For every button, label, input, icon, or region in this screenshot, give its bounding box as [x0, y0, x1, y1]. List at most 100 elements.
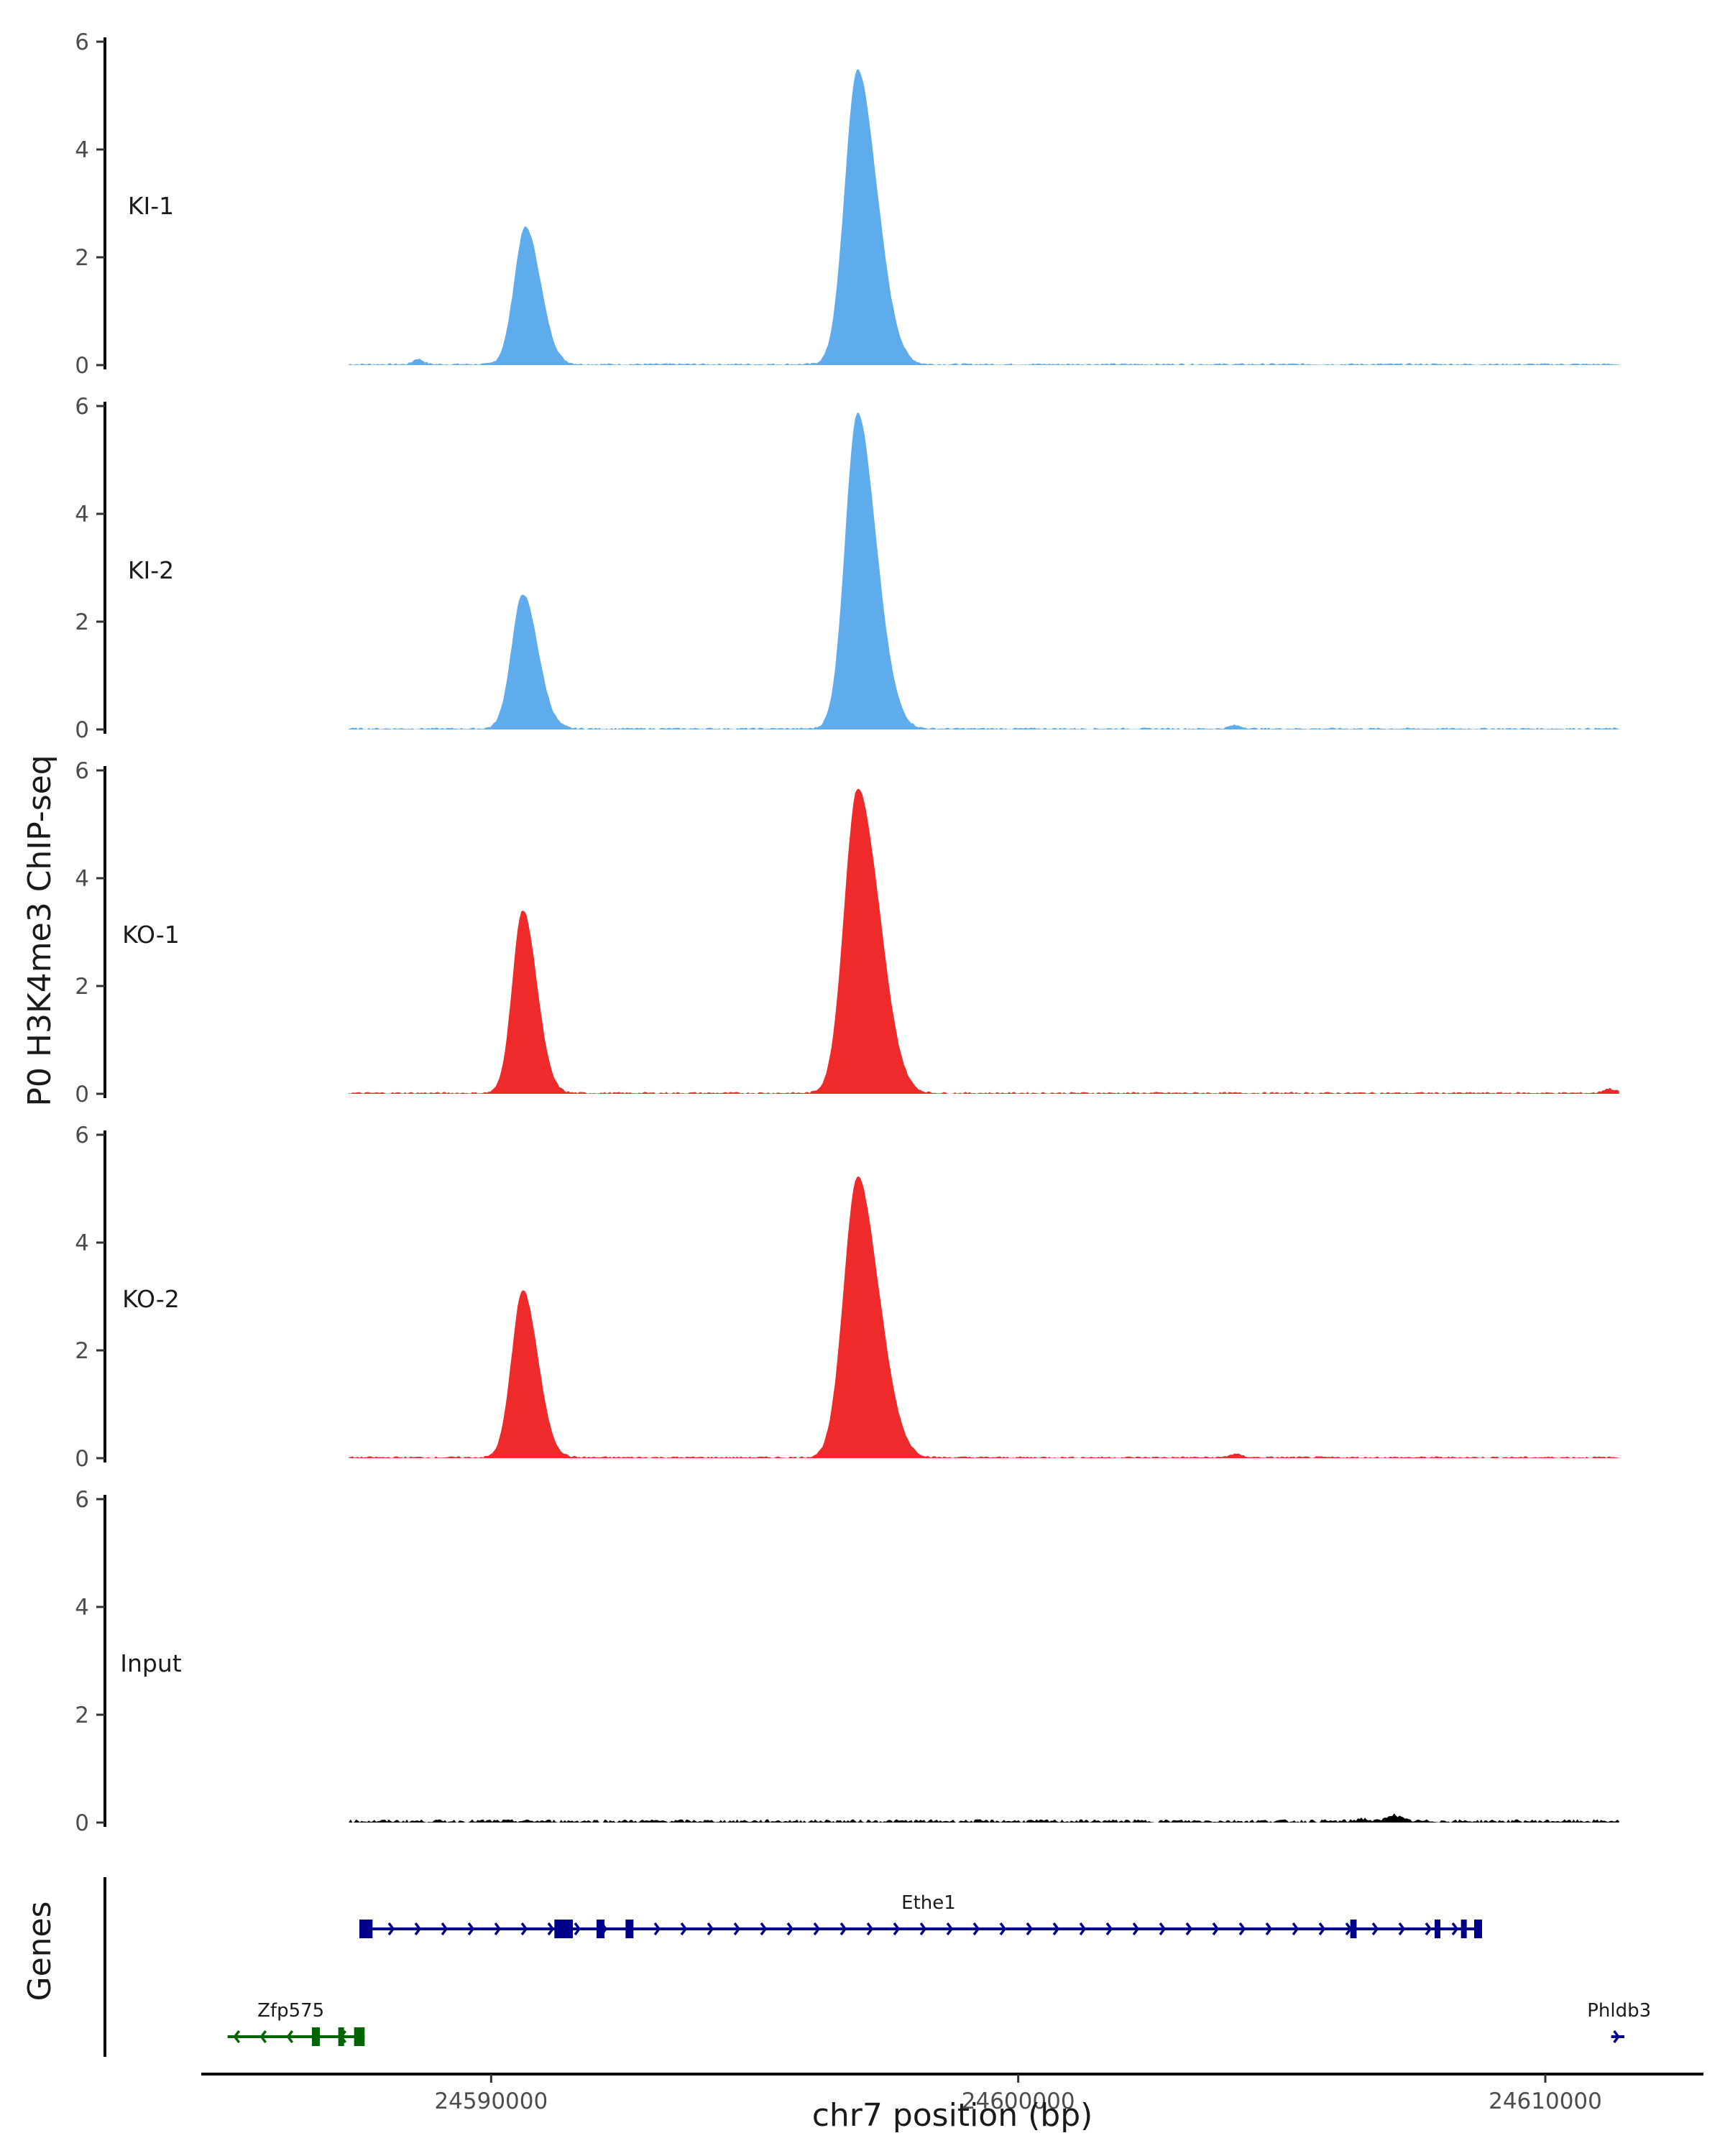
strand-arrow [233, 2030, 241, 2044]
strand-arrow [1132, 1922, 1140, 1936]
exon [312, 2027, 320, 2046]
signal-area [349, 413, 1619, 729]
y-tick-label: 0 [75, 353, 89, 379]
x-tick-label: 24600000 [962, 2088, 1075, 2114]
x-tick-label: 24610000 [1489, 2088, 1602, 2114]
strand-arrow [707, 1922, 714, 1936]
strand-arrow [1425, 1922, 1432, 1936]
gene-ethe1: Ethe1 [359, 1892, 1482, 1938]
y-tick-label: 4 [75, 1595, 89, 1621]
y-tick-label: 0 [75, 1446, 89, 1472]
exon [338, 2027, 344, 2046]
x-axis-title: chr7 position (bp) [812, 2097, 1093, 2134]
y-tick-label: 6 [75, 394, 89, 420]
strand-arrow [547, 1922, 555, 1936]
strand-arrow [1238, 1922, 1246, 1936]
strand-arrow [1613, 2030, 1620, 2044]
track-ko-2: 0 2 4 6 KO-2 [75, 1123, 1619, 1472]
strand-arrow [1451, 1922, 1459, 1936]
track-input: 0 2 4 6 Input [75, 1487, 1619, 1836]
strand-arrow [467, 1922, 475, 1936]
y-tick-label: 4 [75, 137, 89, 163]
y-tick-label: 4 [75, 1230, 89, 1256]
signal-area [349, 69, 1619, 365]
y-tick-label: 4 [75, 866, 89, 892]
y-tick-label: 6 [75, 758, 89, 784]
exon [625, 1920, 634, 1938]
strand-arrow [1318, 1922, 1326, 1936]
y-tick-label: 2 [75, 245, 89, 271]
strand-arrow [866, 1922, 874, 1936]
y-tick-label: 4 [75, 502, 89, 528]
exon [597, 1920, 604, 1938]
track-label: KI-1 [128, 192, 174, 220]
strand-arrow [414, 1922, 422, 1936]
y-tick-label: 2 [75, 1703, 89, 1728]
strand-arrow [1026, 1922, 1034, 1936]
strand-arrow [286, 2030, 294, 2044]
exon [1474, 1920, 1482, 1938]
y-tick-label: 2 [75, 609, 89, 635]
strand-arrow [972, 1922, 980, 1936]
x-axis: 24590000 24600000 24610000 [201, 2073, 1703, 2114]
exon [1460, 1920, 1467, 1938]
strand-arrow [786, 1922, 794, 1936]
exon [554, 1920, 573, 1938]
strand-arrow [840, 1922, 847, 1936]
gene-label: Zfp575 [257, 2000, 324, 2022]
track-label: KI-2 [128, 556, 174, 584]
strand-arrow [680, 1922, 688, 1936]
strand-arrow [1371, 1922, 1379, 1936]
y-tick-label: 0 [75, 1810, 89, 1836]
strand-arrow [1185, 1922, 1193, 1936]
strand-arrow [1265, 1922, 1273, 1936]
track-ki-1: 0 2 4 6 KI-1 [75, 29, 1619, 379]
gene-label: Phldb3 [1587, 2000, 1651, 2022]
strand-arrow [494, 1922, 502, 1936]
track-label: KO-2 [122, 1285, 180, 1313]
strand-arrow [1052, 1922, 1060, 1936]
strand-arrow [1292, 1922, 1300, 1936]
strand-arrow [441, 1922, 448, 1936]
exon [1435, 1920, 1440, 1938]
y-tick-label: 0 [75, 717, 89, 743]
strand-arrow [1398, 1922, 1406, 1936]
gene-label: Ethe1 [901, 1892, 956, 1914]
strand-arrow [946, 1922, 954, 1936]
track-ko-1: 0 2 4 6 KO-1 [75, 758, 1619, 1107]
exon [359, 1920, 373, 1938]
strand-arrow [893, 1922, 901, 1936]
y-tick-label: 2 [75, 1338, 89, 1364]
strand-arrow [520, 1922, 528, 1936]
y-axis-title: P0 H3K4me3 ChIP-seq [22, 755, 58, 1106]
strand-arrow [919, 1922, 927, 1936]
signal-area [349, 1813, 1619, 1823]
y-tick-label: 6 [75, 1123, 89, 1148]
signal-area [349, 1176, 1619, 1458]
strand-arrow [574, 1922, 581, 1936]
y-tick-label: 6 [75, 29, 89, 55]
track-ki-2: 0 2 4 6 KI-2 [75, 394, 1619, 743]
strand-arrow [1105, 1922, 1113, 1936]
gene-phldb3: Phldb3 [1587, 2000, 1651, 2044]
tracks-group: 0 2 4 6 KI-1 0 2 4 6 KI-2 0 2 4 6 KO-1 0 2 4 6 KO-2 0 2 4 6 Inpu… [75, 29, 1619, 1836]
exon [354, 2027, 365, 2046]
track-label: Input [120, 1649, 182, 1677]
exon [1350, 1920, 1357, 1938]
y-tick-label: 2 [75, 974, 89, 1000]
strand-arrow [1079, 1922, 1087, 1936]
genes-panel: Ethe1 Zfp575 Phldb3 [104, 1877, 1651, 2057]
strand-arrow [259, 2030, 267, 2044]
strand-arrow [999, 1922, 1007, 1936]
track-label: KO-1 [122, 921, 180, 949]
strand-arrow [653, 1922, 661, 1936]
genes-axis-title: Genes [22, 1901, 58, 2001]
y-tick-label: 6 [75, 1487, 89, 1513]
strand-arrow [1159, 1922, 1167, 1936]
signal-area [349, 788, 1619, 1094]
strand-arrow [813, 1922, 821, 1936]
strand-arrow [387, 1922, 395, 1936]
x-tick-label: 24590000 [434, 2088, 548, 2114]
y-tick-label: 0 [75, 1082, 89, 1107]
